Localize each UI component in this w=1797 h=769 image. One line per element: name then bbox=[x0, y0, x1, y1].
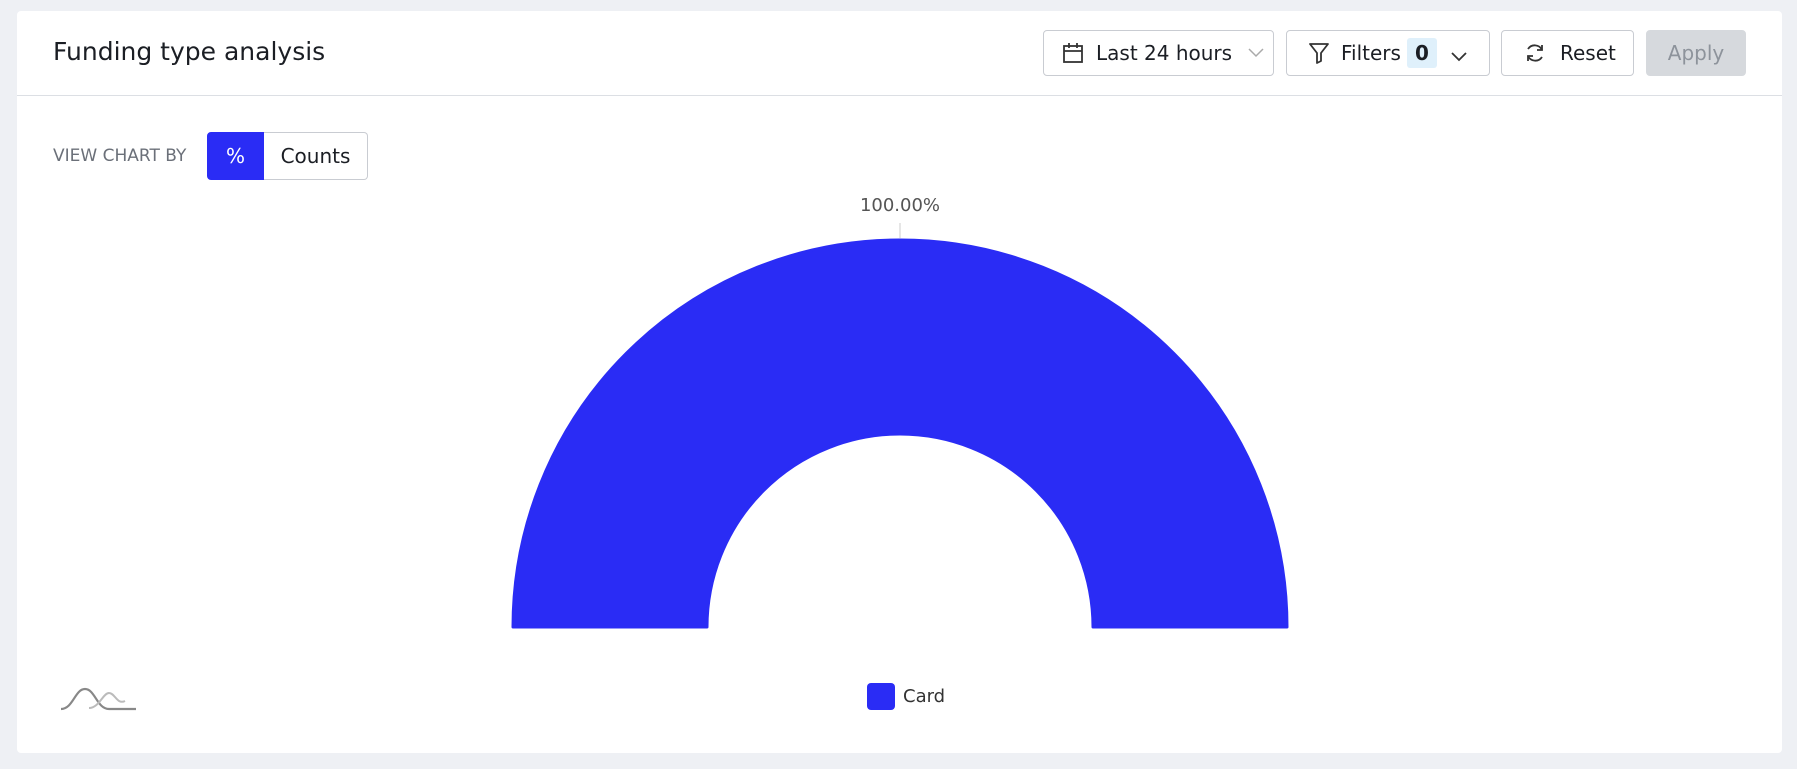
filters-text: Filters bbox=[1341, 41, 1401, 65]
date-range-dropdown[interactable]: Last 24 hours bbox=[1043, 30, 1274, 76]
panel-title: Funding type analysis bbox=[53, 37, 326, 66]
filters-dropdown[interactable]: Filters 0 bbox=[1286, 30, 1490, 76]
panel: Funding type analysis Last 24 hours Filt… bbox=[17, 11, 1782, 753]
chevron-icon bbox=[1451, 52, 1467, 62]
view-option-percent[interactable]: % bbox=[207, 132, 264, 180]
date-range-text: Last 24 hours bbox=[1096, 41, 1233, 65]
chevron-icon bbox=[1248, 48, 1264, 58]
reset-button[interactable]: Reset bbox=[1501, 30, 1634, 76]
view-option-counts[interactable]: Counts bbox=[264, 132, 368, 180]
view-by-label: VIEW CHART BY bbox=[53, 146, 187, 166]
apply-text: Apply bbox=[1667, 41, 1725, 65]
reset-icon bbox=[1527, 44, 1543, 62]
filter-icon bbox=[1309, 43, 1329, 64]
logo-icon bbox=[60, 687, 136, 711]
calendar-icon bbox=[1063, 43, 1083, 63]
slice bbox=[511, 238, 1289, 629]
legend-label: Card bbox=[903, 686, 945, 707]
apply-button[interactable]: Apply bbox=[1646, 30, 1746, 76]
filters-count: 0 bbox=[1406, 38, 1437, 68]
reset-text: Reset bbox=[1560, 41, 1616, 65]
data-label: 100.00% bbox=[860, 195, 940, 216]
legend-swatch bbox=[867, 683, 895, 710]
chart: 100.00% Card bbox=[60, 195, 1289, 711]
header: Funding type analysis Last 24 hours Filt… bbox=[17, 11, 1782, 96]
